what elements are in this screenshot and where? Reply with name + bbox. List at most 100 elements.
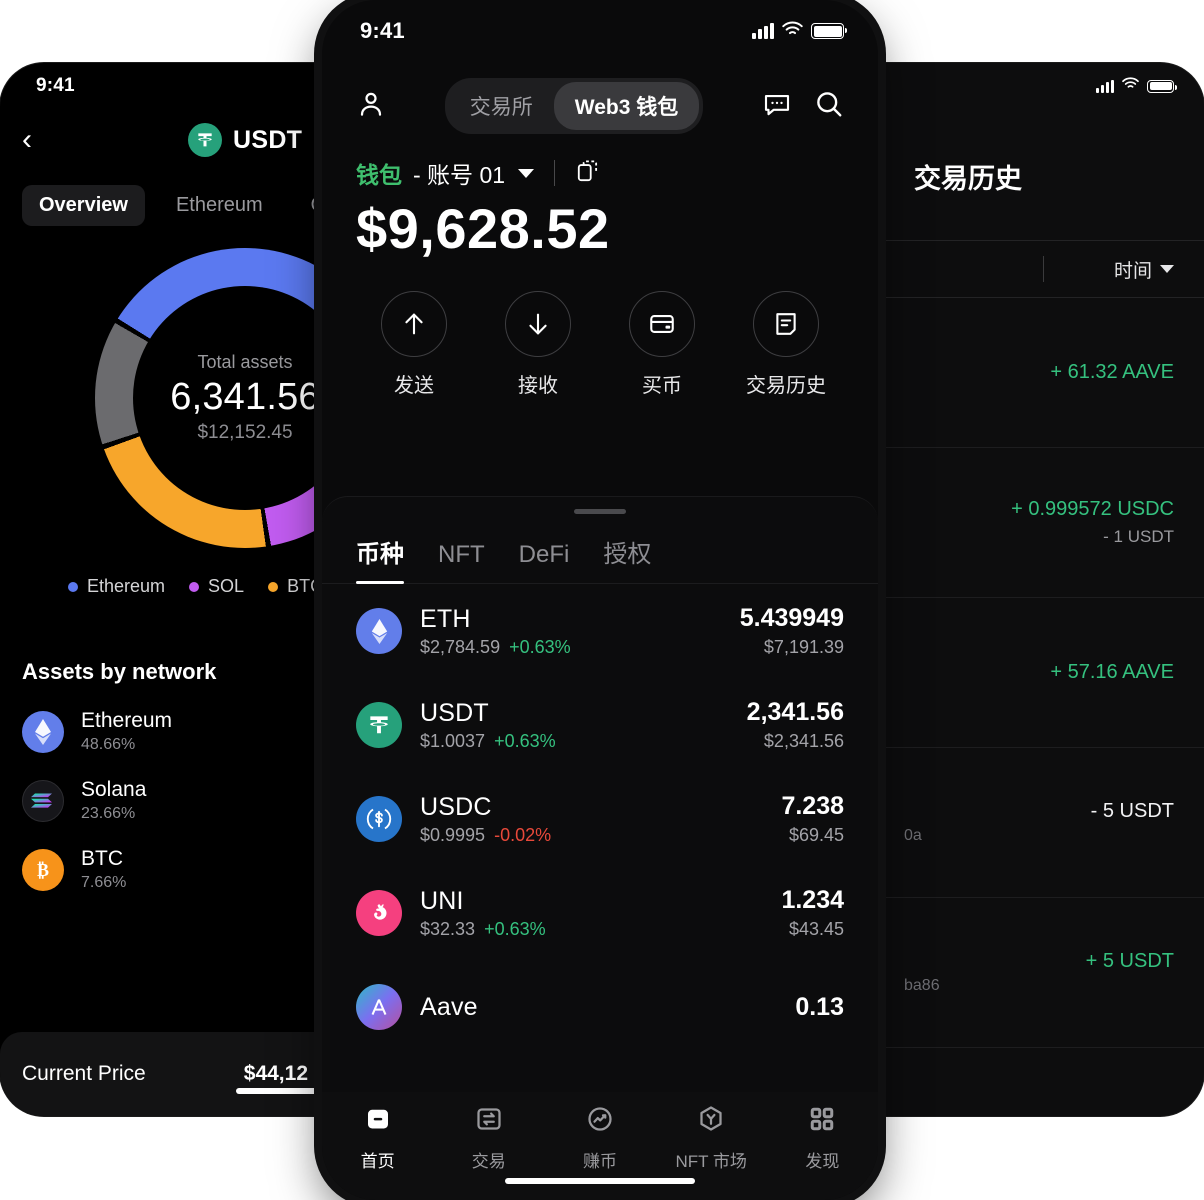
segment-web3-wallet[interactable]: Web3 钱包 <box>553 82 700 130</box>
filter-time[interactable]: 时间 <box>1114 256 1174 283</box>
token-symbol: USDT <box>233 125 303 154</box>
swap-icon <box>474 1104 504 1139</box>
transaction-address: ba86 <box>904 977 940 994</box>
arrow-up-icon <box>381 291 447 357</box>
wallet-header: 交易所 Web3 钱包 <box>322 62 878 140</box>
solana-icon <box>22 779 64 822</box>
person-icon[interactable] <box>356 89 386 124</box>
asset-info: UNI $32.33 +0.63% <box>420 887 763 940</box>
asset-balance: 0.13 <box>795 992 844 1021</box>
asset-holdings: 2,341.56 $2,341.56 <box>747 698 844 752</box>
current-price-bar: Current Price $44,12 <box>0 1032 330 1116</box>
transaction-amount: + 57.16 AAVE <box>1050 661 1174 683</box>
tab-nft[interactable]: NFT <box>438 541 485 568</box>
tab-overview[interactable]: Overview <box>22 185 145 226</box>
donut-legend: Ethereum SOL BTC <box>0 548 330 597</box>
tabbar-item-home[interactable]: 首页 <box>322 1104 433 1172</box>
donut-center-amount: 6,341.56 <box>170 376 320 418</box>
tabbar-label: NFT 市场 <box>675 1152 747 1171</box>
assets-by-network-title: Assets by network <box>22 659 217 684</box>
status-time: 9:41 <box>360 18 405 43</box>
asset-value: $43.45 <box>788 919 844 939</box>
action-label: 买币 <box>642 375 682 397</box>
tabbar-label: 赚币 <box>583 1152 617 1171</box>
asset-price-row: $32.33 +0.63% <box>420 919 763 940</box>
search-icon[interactable] <box>814 89 844 124</box>
network-row-solana[interactable]: Solana 23.66% <box>0 754 330 823</box>
asset-donut-chart: Total assets 6,341.56 $12,152.45 <box>0 248 330 548</box>
asset-symbol: ETH <box>420 604 471 633</box>
network-row-btc[interactable]: ₿ BTC 7.66% <box>0 823 330 892</box>
asset-info: USDT $1.0037 +0.63% <box>420 699 729 752</box>
tab-defi[interactable]: DeFi <box>518 541 570 568</box>
asset-row-aave[interactable]: Aave 0.13 <box>356 960 844 1054</box>
cellular-icon <box>1096 79 1114 93</box>
aave-icon <box>356 984 402 1030</box>
tether-icon <box>188 123 222 157</box>
back-chevron-icon[interactable]: ‹ <box>22 123 32 156</box>
wallet-selector[interactable]: 钱包 - 账号 01 <box>322 140 878 190</box>
asset-symbol: USDC <box>420 792 492 821</box>
transaction-row[interactable]: + 57.16 AAVE <box>874 598 1204 748</box>
copy-icon[interactable] <box>575 158 601 189</box>
transaction-row[interactable]: + 0.999572 USDC - 1 USDT <box>874 448 1204 598</box>
legend-item-btc: BTC <box>268 576 323 597</box>
nft-icon <box>696 1104 726 1139</box>
home-icon <box>363 1104 393 1139</box>
network-row-ethereum[interactable]: Ethereum 48.66% <box>0 685 330 754</box>
network-percent: 48.66% <box>81 736 136 753</box>
tabbar-item-earn[interactable]: 赚币 <box>544 1104 655 1172</box>
center-status-bar: 9:41 <box>322 0 878 62</box>
tab-tokens[interactable]: 币种 <box>356 534 404 584</box>
asset-value: $69.45 <box>788 825 844 845</box>
transaction-row[interactable]: + 61.32 AAVE <box>874 298 1204 448</box>
left-nav-bar: ‹ USDT <box>0 109 330 171</box>
transaction-amount: + 0.999572 USDC <box>1011 498 1174 520</box>
uniswap-icon <box>356 890 402 936</box>
tabbar-item-trade[interactable]: 交易 <box>433 1104 544 1172</box>
tabbar-label: 发现 <box>805 1152 840 1171</box>
legend-label: SOL <box>208 576 245 596</box>
action-buy[interactable]: 买币 <box>616 291 708 398</box>
status-time: 9:41 <box>36 75 75 96</box>
legend-item-ethereum: Ethereum <box>68 576 165 597</box>
ethereum-icon <box>356 608 402 654</box>
action-send[interactable]: 发送 <box>368 291 460 398</box>
transaction-history-title: 交易历史 <box>914 164 1022 194</box>
legend-label: BTC <box>287 576 324 596</box>
earn-icon <box>585 1104 615 1139</box>
tabbar-item-discover[interactable]: 发现 <box>767 1104 878 1172</box>
asset-row-uni[interactable]: UNI $32.33 +0.63% 1.234 $43.45 <box>356 866 844 960</box>
history-filter-bar: 时间 <box>874 240 1204 298</box>
legend-item-sol: SOL <box>189 576 244 597</box>
transaction-row[interactable]: - 5 USDT 0a <box>874 748 1204 898</box>
legend-label: Ethereum <box>87 576 166 596</box>
center-phone-web3-wallet: 9:41 交易所 <box>322 0 878 1200</box>
transaction-secondary-amount: - 1 USDT <box>1103 527 1174 546</box>
asset-row-usdc[interactable]: USDC $0.9995 -0.02% 7.238 $69.45 <box>356 772 844 866</box>
action-history[interactable]: 交易历史 <box>740 291 832 398</box>
asset-sheet: 币种 NFT DeFi 授权 ETH $2,784.59 <box>322 496 878 1200</box>
tab-ethereum[interactable]: Ethereum <box>175 194 263 216</box>
left-phone-usdt-overview: 9:41 ‹ USDT Overview Ethereum O <box>0 63 330 1116</box>
status-icons <box>752 21 847 42</box>
tabbar-label: 交易 <box>471 1152 506 1171</box>
sheet-grabber[interactable] <box>574 509 626 514</box>
asset-row-eth[interactable]: ETH $2,784.59 +0.63% 5.439949 $7,191.39 <box>356 584 844 678</box>
wallet-divider <box>554 160 556 186</box>
segment-exchange[interactable]: 交易所 <box>469 96 533 119</box>
asset-price: $1.0037 <box>420 730 486 751</box>
network-percent: 23.66% <box>81 805 136 822</box>
asset-tab-strip: 币种 NFT DeFi 授权 <box>322 514 878 584</box>
chevron-down-icon[interactable] <box>518 168 535 178</box>
tab-approvals[interactable]: 授权 <box>603 541 652 568</box>
transaction-row[interactable]: + 5 USDT ba86 <box>874 898 1204 1048</box>
asset-row-usdt[interactable]: USDT $1.0037 +0.63% 2,341.56 $2,341.56 <box>356 678 844 772</box>
bitcoin-icon: ₿ <box>22 848 64 891</box>
tabbar-item-nft-market[interactable]: NFT 市场 <box>656 1104 767 1172</box>
asset-change: -0.02% <box>494 824 552 845</box>
current-price-value: $44,12 <box>243 1062 308 1085</box>
action-receive[interactable]: 接收 <box>492 291 584 398</box>
chat-bubble-icon[interactable] <box>762 89 792 124</box>
